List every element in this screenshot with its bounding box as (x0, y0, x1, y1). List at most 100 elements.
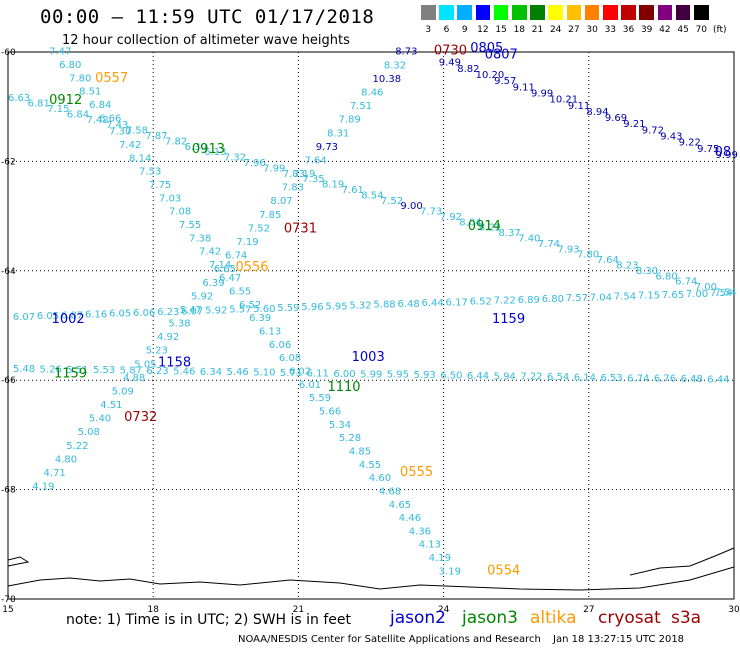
swh-value: 6.74 (675, 277, 697, 288)
swh-value: 6.14 (574, 373, 596, 384)
pass-time-label: 1002 (52, 312, 85, 327)
scale-swatch (621, 5, 636, 20)
swh-value: 7.40 (518, 234, 540, 245)
swh-value: 7.42 (119, 140, 141, 151)
swh-value: 9.99 (716, 150, 738, 161)
lat-tick-label: -70 (1, 595, 16, 605)
swh-value: 5.23 (146, 346, 168, 357)
swh-value: 6.11 (307, 368, 329, 379)
swh-value: 7.96 (243, 158, 265, 169)
lon-tick-label: 30 (728, 605, 740, 615)
scale-swatch (639, 5, 654, 20)
legend-jason3: jason3 (462, 608, 518, 628)
swh-value: 7.73 (420, 207, 442, 218)
swh-value: 6.52 (470, 296, 492, 307)
swh-value: 9.11 (568, 101, 590, 112)
swh-value: 5.32 (349, 301, 371, 312)
swh-value: 5.10 (253, 368, 275, 379)
scale-label: 15 (495, 25, 507, 35)
swh-value: 6.52 (239, 300, 261, 311)
lon-tick-label: 24 (438, 605, 450, 615)
swh-value: 8.04 (459, 217, 481, 228)
scale-swatch (530, 5, 545, 20)
swh-value: 6.17 (446, 297, 468, 308)
swh-value: 6.05 (109, 309, 131, 320)
swh-value: 8.23 (616, 261, 638, 272)
swh-value: 8.51 (79, 87, 101, 98)
swh-value: 7.22 (520, 372, 542, 383)
scale-label: 36 (622, 25, 635, 35)
swh-value: 9.22 (679, 138, 701, 149)
lat-tick-label: -62 (1, 157, 16, 167)
swh-value: 7.38 (189, 233, 211, 244)
swh-value: 6.84 (89, 100, 111, 111)
lat-tick-label: -66 (1, 376, 16, 386)
swh-value: 6.16 (85, 310, 107, 321)
swh-value: 8.46 (361, 88, 383, 99)
swh-value: 7.75 (149, 180, 171, 191)
swh-value: 9.72 (642, 125, 664, 136)
pass-time-label: 0912 (49, 93, 82, 108)
coastline (7, 566, 735, 591)
swh-value: 6.63 (8, 93, 30, 104)
swh-value: 6.74 (225, 251, 247, 262)
swh-value: 5.09 (112, 386, 134, 397)
swh-value: 5.92 (191, 291, 213, 302)
footer-timestamp: Jan 18 13:27:15 UTC 2018 (553, 634, 685, 645)
scale-unit: (ft) (713, 25, 727, 35)
pass-time-label: 1003 (352, 350, 385, 365)
scale-label: 42 (659, 25, 671, 35)
swh-value: 4.19 (32, 482, 54, 493)
scale-swatch (493, 5, 509, 20)
swh-value: 4.85 (349, 446, 371, 457)
pass-time-label: 0732 (124, 410, 157, 425)
scale-label: 33 (604, 25, 617, 35)
swh-value: 7.15 (638, 291, 660, 302)
swh-value: 4.71 (44, 468, 66, 479)
swh-value: 7.03 (159, 193, 181, 204)
scale-label: 45 (677, 25, 689, 35)
swh-value: 4.55 (359, 460, 381, 471)
swh-value: 9.99 (531, 88, 553, 99)
pass-time-label: 0730 (434, 44, 467, 59)
swh-value: 9.11 (513, 82, 535, 93)
coastline-ice-shelf (7, 556, 30, 567)
swh-value: 7.00 (695, 282, 717, 293)
swh-value: 7.85 (259, 210, 281, 221)
swh-value: 8.82 (457, 64, 479, 75)
swh-value: 5.48 (13, 364, 35, 375)
swh-value: 7.61 (342, 185, 364, 196)
pass-time-label: 0556 (235, 260, 268, 275)
swh-value: 5.88 (373, 300, 395, 311)
scale-swatch (439, 5, 454, 20)
swh-value: 7.89 (338, 115, 360, 126)
swh-value: 9.73 (316, 142, 338, 153)
scale-label: 3 (425, 25, 432, 35)
swh-value: 9.43 (660, 132, 682, 143)
swh-value: 6.81 (28, 99, 50, 110)
scale-swatch (548, 5, 563, 20)
legend-cryosat: cryosat (598, 608, 661, 628)
swh-value: 7.80 (69, 73, 91, 84)
scale-label: 18 (513, 25, 526, 35)
scale-swatch (694, 5, 709, 20)
pass-time-label: 0914 (468, 219, 501, 234)
swh-value: 7.64 (304, 155, 326, 166)
legend-s3a: s3a (671, 608, 702, 628)
swh-value: 10.20 (476, 70, 505, 81)
swh-value: 7.55 (179, 220, 201, 231)
pass-time-label: 1158 (158, 356, 191, 371)
swh-value: 4.80 (55, 454, 77, 465)
swh-value: 5.51 (66, 365, 88, 376)
pass-time-label: 0554 (487, 563, 520, 578)
swh-value: 5.96 (301, 302, 323, 313)
swh-value: 6.53 (600, 373, 622, 384)
pass-time-label: 0555 (400, 465, 433, 480)
swh-value: 4.60 (369, 473, 391, 484)
scale-swatch (475, 5, 491, 20)
swh-value: 6.30 (185, 142, 207, 153)
swh-value: 5.22 (66, 441, 88, 452)
swh-value: 5.53 (93, 365, 115, 376)
map-title: 00:00 – 11:59 UTC 01/17/2018 (40, 6, 375, 28)
